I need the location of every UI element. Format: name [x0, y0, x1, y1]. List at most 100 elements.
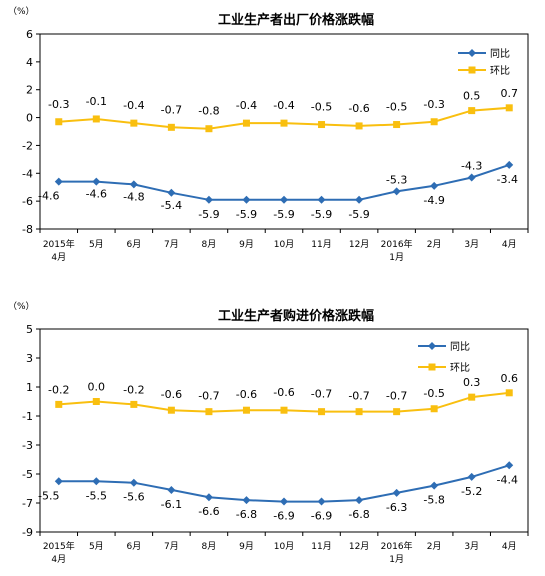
- x-tick-label: 12月: [349, 239, 369, 250]
- x-tick-label: 10月: [274, 239, 294, 250]
- data-label: -0.6: [348, 102, 369, 115]
- data-point: [92, 477, 101, 486]
- data-label: -3.4: [496, 173, 517, 186]
- y-tick-label: 0: [26, 112, 33, 125]
- legend-label: 环比: [450, 362, 470, 374]
- data-label: 0.3: [463, 376, 481, 389]
- data-point: [280, 406, 288, 414]
- data-point: [167, 485, 176, 494]
- data-point: [355, 496, 364, 505]
- data-point: [242, 195, 251, 204]
- y-tick-label: 1: [26, 381, 33, 394]
- data-label: -0.2: [123, 383, 144, 396]
- y-tick-label: 3: [26, 352, 33, 365]
- data-label: -0.5: [386, 101, 407, 114]
- x-tick-label: 6月: [126, 541, 141, 552]
- data-point: [167, 406, 175, 414]
- data-label: -6.1: [161, 498, 182, 511]
- x-tick-label-line: 2016年: [381, 238, 413, 250]
- data-point: [242, 496, 251, 505]
- x-tick-label: 3月: [464, 239, 479, 250]
- data-label: -5.5: [86, 489, 107, 502]
- data-point: [467, 173, 476, 182]
- data-point: [130, 119, 138, 127]
- data-point: [167, 188, 176, 197]
- data-point: [505, 389, 513, 397]
- x-tick-label-line: 2月: [427, 239, 442, 250]
- series-同比: -5.5 -5.5 -5.6 -6.1 -6.6 -6.8 -6.9 -6.9 -6.8 -6.3…: [38, 461, 518, 523]
- x-tick-label-line: 9月: [239, 239, 254, 250]
- x-tick-label: 10月: [274, 541, 294, 552]
- series-同比: -4.6 -4.6 -4.8 -5.4 -5.9 -5.9 -5.9 -5.9 -5.9 -5.3…: [38, 159, 518, 220]
- data-point: [55, 400, 63, 408]
- x-tick-label: 5月: [89, 239, 104, 250]
- data-label: -0.4: [123, 99, 144, 112]
- x-tick-label: 4月: [502, 541, 517, 552]
- data-point: [393, 121, 401, 129]
- x-tick-label-line: 1月: [389, 252, 404, 263]
- data-label: -0.6: [161, 388, 182, 401]
- y-tick-label: -9: [22, 526, 33, 539]
- x-tick-label-line: 5月: [89, 239, 104, 250]
- y-tick-label: -6: [22, 195, 33, 208]
- legend-marker: [468, 49, 476, 57]
- data-label: -4.6: [86, 188, 107, 201]
- data-label: -4.6: [38, 190, 59, 203]
- legend-marker: [428, 363, 436, 371]
- data-label: -4.4: [496, 473, 517, 486]
- x-tick-label-line: 10月: [274, 541, 294, 552]
- x-tick-label: 2016年 1月: [381, 540, 413, 565]
- x-tick-label: 8月: [202, 239, 217, 250]
- x-tick-label: 4月: [502, 239, 517, 250]
- x-tick-label: 7月: [164, 239, 179, 250]
- plot-area: [39, 33, 529, 230]
- x-tick-label-line: 8月: [202, 239, 217, 250]
- x-tick-label-line: 4月: [51, 554, 66, 565]
- data-point: [467, 472, 476, 481]
- data-point: [54, 477, 63, 486]
- data-label: -0.7: [161, 103, 182, 116]
- data-point: [318, 408, 326, 416]
- x-tick-label-line: 6月: [126, 239, 141, 250]
- data-point: [318, 121, 326, 129]
- y-tick-label: 2: [26, 84, 33, 97]
- x-tick-label: 2月: [427, 239, 442, 250]
- data-label: -5.9: [348, 208, 369, 221]
- data-point: [130, 400, 138, 408]
- data-label: -5.5: [38, 489, 59, 502]
- unit-label: （%）: [8, 6, 35, 17]
- data-point: [92, 115, 100, 123]
- data-point: [317, 195, 326, 204]
- data-label: -5.9: [236, 208, 257, 221]
- data-point: [280, 195, 288, 204]
- x-tick-label: 8月: [202, 541, 217, 552]
- x-tick-label: 7月: [164, 541, 179, 552]
- x-tick-label: 2015年 4月: [43, 238, 75, 263]
- x-tick-label: 2016年 1月: [381, 238, 413, 263]
- legend-entry: 环比: [458, 65, 510, 77]
- data-label: -6.3: [386, 501, 407, 514]
- data-point: [280, 119, 288, 127]
- data-label: -0.7: [386, 390, 407, 403]
- data-point: [280, 497, 288, 506]
- x-tick-label-line: 2015年: [43, 238, 75, 250]
- chart-2: 工业生产者购进价格涨跌幅 （%） 5 3 1 -1 -3 -5 -7 -9 2015年 4月 5月 6月 7…: [8, 301, 529, 565]
- y-tick-label: -4: [22, 167, 33, 180]
- data-label: -0.4: [273, 99, 294, 112]
- data-label: -5.9: [198, 208, 219, 221]
- data-label: -0.7: [311, 388, 332, 401]
- data-point: [430, 481, 439, 490]
- data-label: -5.9: [311, 208, 332, 221]
- x-tick-label: 3月: [464, 541, 479, 552]
- data-point: [317, 497, 326, 506]
- y-tick-label: -2: [22, 139, 33, 152]
- x-tick-label: 9月: [239, 541, 254, 552]
- data-point: [355, 408, 363, 416]
- data-label: -6.8: [236, 508, 257, 521]
- series-环比: -0.2 0.0 -0.2 -0.6 -0.7 -0.6 -0.6 -0.7 -0.7 -0.7 -…: [48, 372, 518, 416]
- chart-title: 工业生产者出厂价格涨跌幅: [218, 12, 374, 28]
- data-label: -0.7: [198, 390, 219, 403]
- data-point: [430, 181, 439, 190]
- data-label: -0.3: [423, 98, 444, 111]
